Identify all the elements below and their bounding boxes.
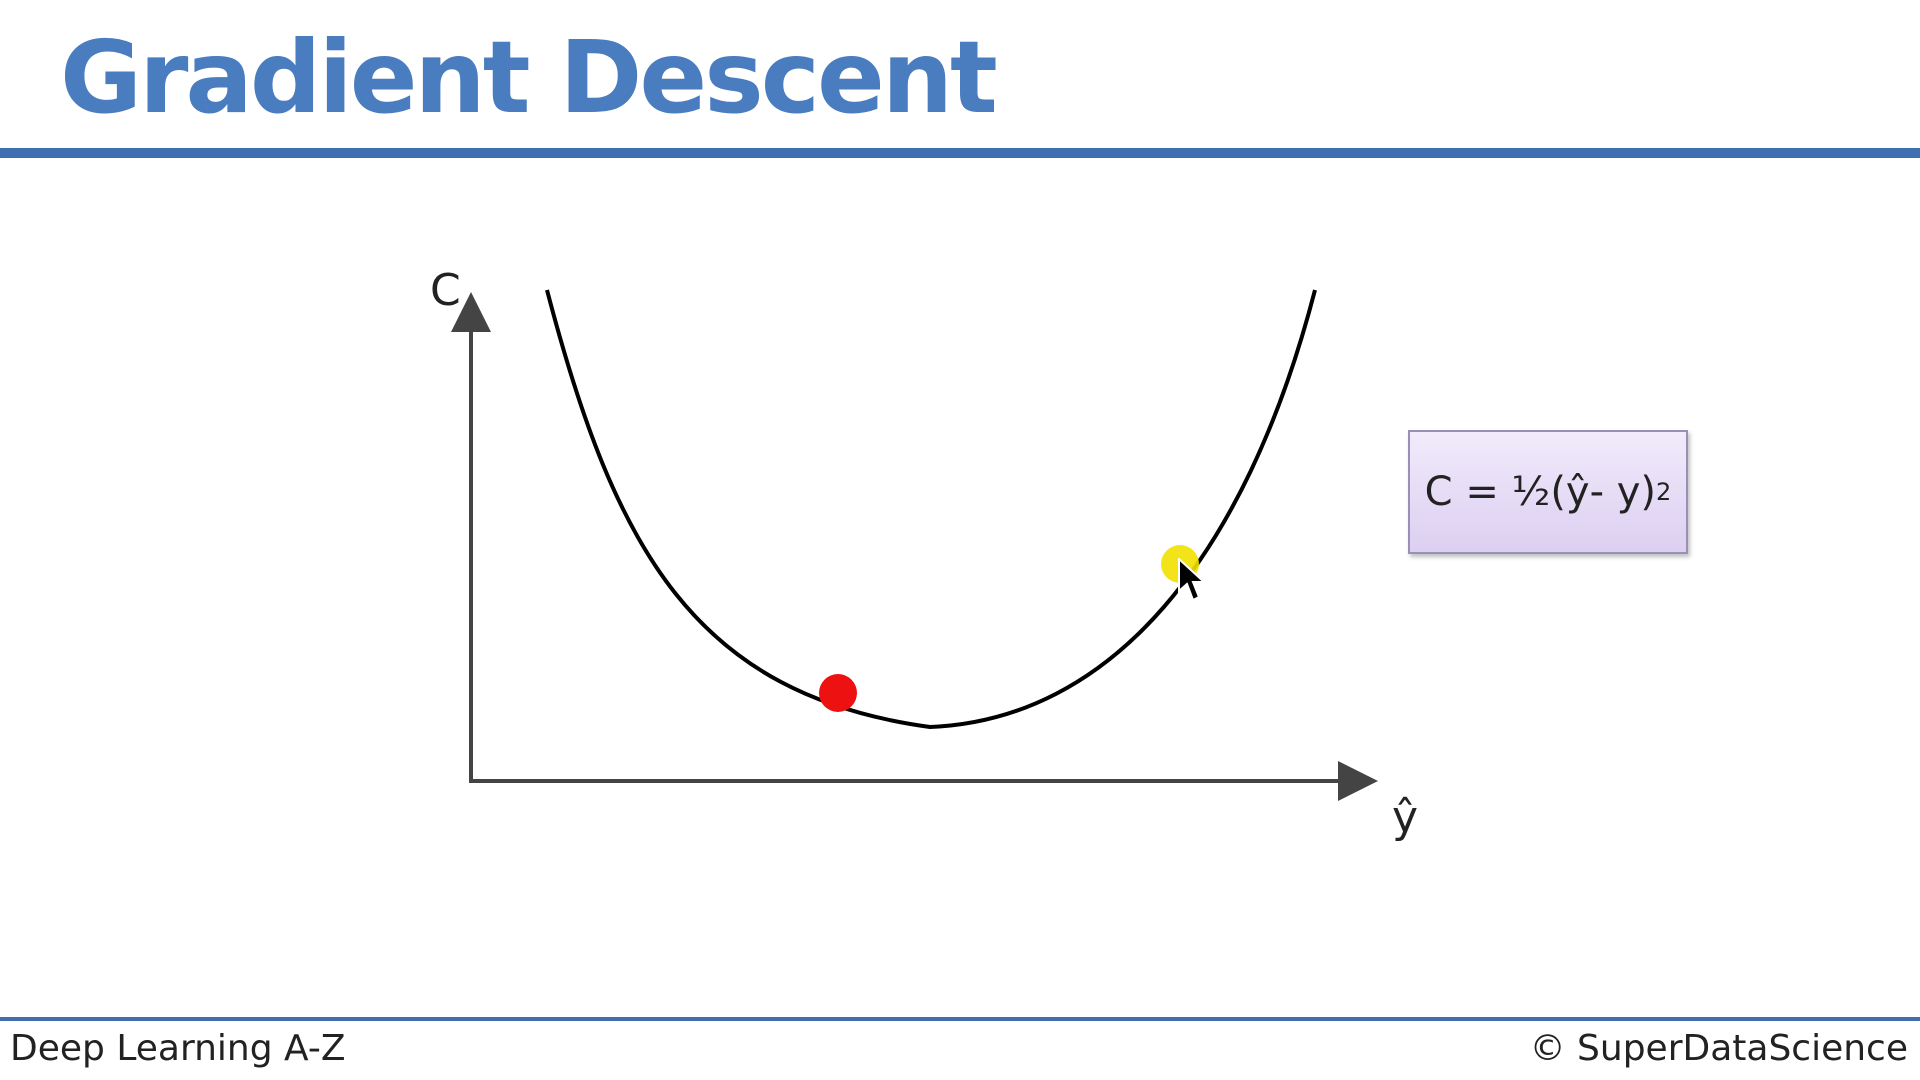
formula-exponent: 2 xyxy=(1656,478,1672,506)
footer-course-name: Deep Learning A-Z xyxy=(10,1028,346,1069)
title-divider xyxy=(0,148,1920,158)
footer-copyright: © SuperDataScience xyxy=(1529,1028,1908,1069)
y-axis-label: C xyxy=(430,265,461,316)
red-ball xyxy=(819,674,857,712)
cost-formula-box: C = ½(ŷ- y) 2 xyxy=(1408,430,1688,554)
x-axis-label: ŷ xyxy=(1392,792,1418,843)
footer-divider xyxy=(0,1017,1920,1021)
mouse-pointer-icon xyxy=(1178,558,1207,602)
cost-curve xyxy=(545,289,1317,730)
slide-title: Gradient Descent xyxy=(60,19,998,136)
formula-text: C = ½(ŷ- y) xyxy=(1424,469,1657,515)
